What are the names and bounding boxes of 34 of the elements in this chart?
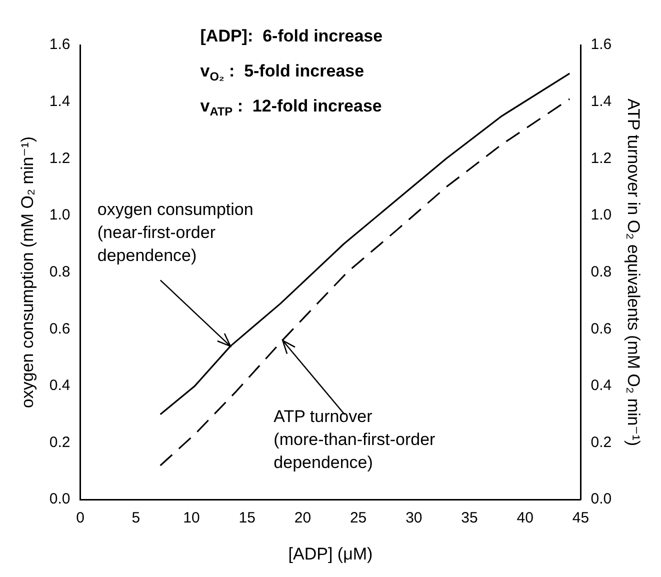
y-tick-label: 0.8 <box>49 263 70 280</box>
x-tick-label: 35 <box>461 510 478 527</box>
x-tick-label: 10 <box>183 510 200 527</box>
y2-tick-label: 0.2 <box>590 434 612 451</box>
y2-tick-label: 0.6 <box>590 320 612 338</box>
y-tick-label: 0.2 <box>49 434 70 451</box>
x-tick-label: 30 <box>406 510 422 527</box>
y2-axis-title: ATP turnover in O₂ equivalents (mM O₂ min⁻¹) <box>624 98 644 446</box>
x-axis-title: [ADP] (μM) <box>288 544 373 564</box>
y2-tick-label: 1.2 <box>590 150 612 167</box>
x-tick-label: 20 <box>294 510 312 527</box>
x-tick-label: 45 <box>572 510 590 527</box>
y2-tick-label: 0.4 <box>590 377 612 394</box>
y-tick-label: 1.0 <box>49 206 70 224</box>
annotation: oxygen consumption (near-first-order dependence) <box>97 200 254 265</box>
annotation: ATP turnover (more-than-first-order dependence) <box>274 407 436 472</box>
y-tick-label: 1.4 <box>49 92 70 110</box>
y-axis-title: oxygen consumption (mM O₂ min⁻¹) <box>18 136 37 408</box>
y2-tick-label: 1.0 <box>590 206 612 224</box>
y2-tick-label: 0.0 <box>590 490 612 508</box>
x-tick-label: 15 <box>238 510 256 527</box>
y2-tick-label: 1.4 <box>590 92 612 110</box>
x-tick-label: 0 <box>76 510 84 527</box>
y2-tick-label: 0.8 <box>590 263 612 280</box>
y2-tick-label: 1.6 <box>590 36 612 54</box>
x-tick-label: 5 <box>132 510 140 527</box>
y-tick-label: 1.2 <box>49 150 70 167</box>
y-tick-label: 0.0 <box>49 490 70 508</box>
y-tick-label: 0.4 <box>49 377 70 394</box>
x-tick-label: 40 <box>516 510 534 527</box>
y-tick-label: 1.6 <box>49 36 70 54</box>
x-tick-label: 25 <box>350 510 367 527</box>
y-tick-label: 0.6 <box>49 320 70 338</box>
annotation: [ADP]: 6-fold increase <box>200 26 383 46</box>
